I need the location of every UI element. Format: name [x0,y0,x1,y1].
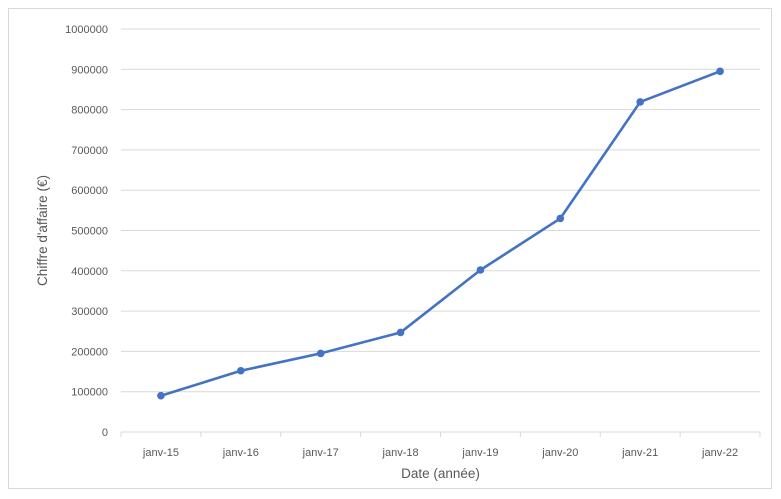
x-tick-label: janv-21 [621,447,658,459]
y-tick-label: 1000000 [65,24,108,36]
x-axis [120,431,761,437]
data-point [556,214,565,223]
y-tick-label: 200000 [71,346,108,358]
x-tick-label: janv-17 [302,447,339,459]
y-tick-label: 400000 [71,266,108,278]
x-tick-label: janv-15 [142,447,179,459]
series-line [159,70,722,398]
data-point [716,67,724,76]
x-tick-label: janv-19 [461,447,498,459]
y-tick-label: 800000 [71,105,108,117]
chart-frame [8,8,772,489]
data-point [316,349,325,358]
y-tick-label: 600000 [71,185,108,197]
data-point [476,266,485,274]
gridlines [121,28,760,393]
x-tick-label: janv-20 [541,447,578,459]
series-group [157,67,724,400]
x-tick-label: janv-18 [382,447,419,459]
x-axis-title: Date (année) [401,466,480,481]
data-point [157,391,165,400]
y-tick-label: 300000 [71,306,108,318]
y-tick-label: 900000 [71,64,108,76]
y-tick-label: 700000 [71,145,108,157]
data-point [237,366,245,375]
y-tick-label: 0 [102,427,108,439]
y-tick-labels: 0 100000 200000 300000 400000 500000 600000 700… [65,24,108,439]
data-point [396,328,405,337]
y-axis-title: Chiffre d'affaire (€) [35,175,50,286]
y-tick-label: 500000 [71,226,108,238]
data-point [636,98,644,106]
x-tick-label: janv-16 [222,447,259,459]
x-tick-label: janv-22 [701,447,738,459]
y-tick-label: 100000 [71,387,108,399]
x-tick-labels: janv-15 janv-16 janv-17 janv-18 janv-19 janv-… [142,447,738,459]
